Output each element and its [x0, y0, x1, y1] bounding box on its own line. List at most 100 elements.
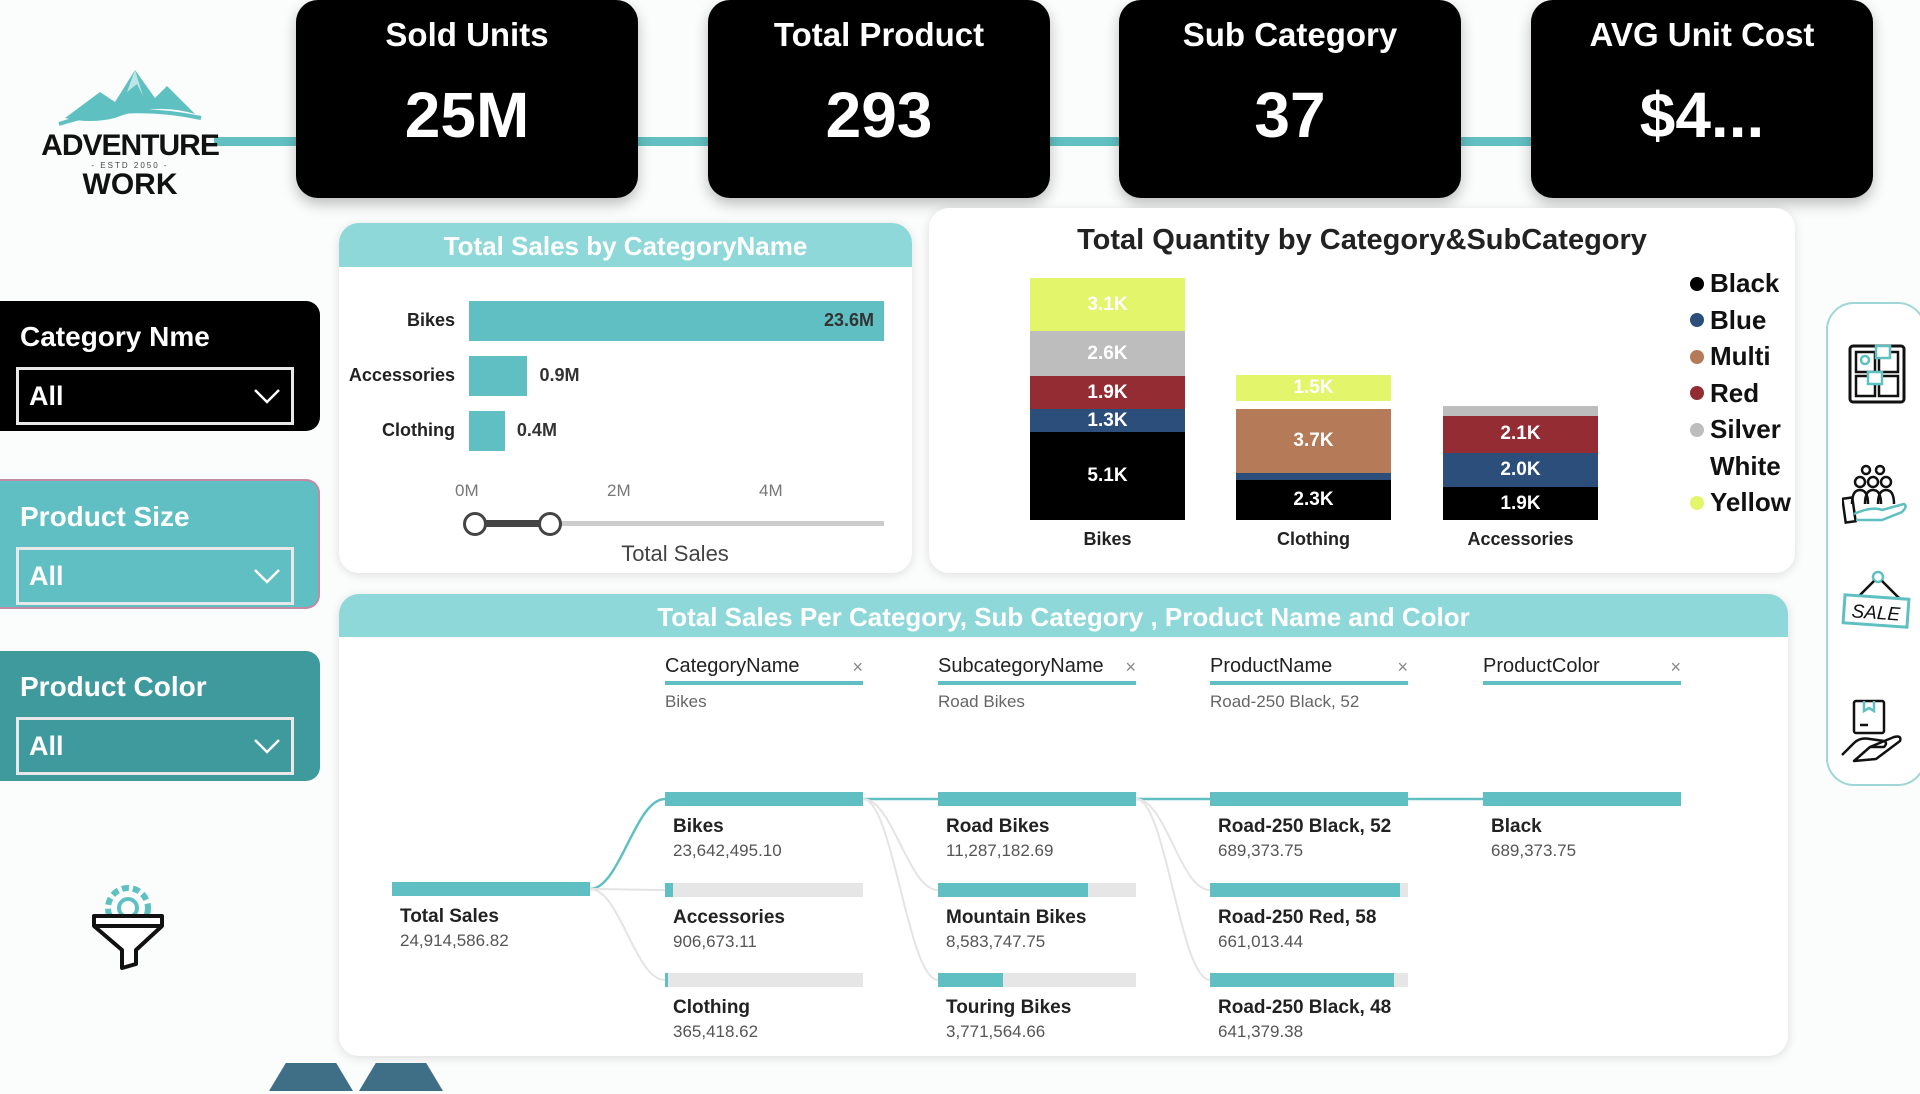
- tree-node[interactable]: Touring Bikes 3,771,564.66: [938, 973, 1136, 1042]
- kpi-value: 25M: [404, 79, 530, 151]
- dropdown-value: All: [29, 380, 64, 411]
- legend-dot: [1690, 386, 1704, 400]
- legend-item[interactable]: Blue: [1690, 305, 1766, 336]
- data-label: 0.9M: [539, 365, 580, 385]
- tree-node[interactable]: Bikes 23,642,495.10: [665, 792, 863, 861]
- slicer-dropdown[interactable]: All: [16, 367, 294, 425]
- tree-node[interactable]: Road-250 Black, 52 689,373.75: [1210, 792, 1408, 861]
- node-bar: [665, 883, 863, 897]
- segment-accessories-silver[interactable]: [1443, 405, 1598, 417]
- legend-dot: [1690, 459, 1704, 473]
- dropdown-value: All: [29, 730, 64, 761]
- dropdown-value: All: [29, 560, 64, 591]
- node-fill: [1210, 883, 1401, 897]
- tree-node[interactable]: Accessories 906,673.11: [665, 883, 863, 952]
- tree-node-root[interactable]: Total Sales 24,914,586.82: [392, 882, 590, 951]
- segment-bikes-blue[interactable]: 1.3K: [1030, 409, 1185, 432]
- kpi-card: Sub Category 37: [1119, 0, 1461, 198]
- bar-accessories[interactable]: [469, 356, 528, 396]
- chart-title: Total Sales by CategoryName: [339, 223, 912, 267]
- segment-bikes-yellow[interactable]: 3.1K: [1030, 277, 1185, 332]
- node-bar: [392, 882, 590, 896]
- legend-item[interactable]: Multi: [1690, 341, 1771, 372]
- segment-clothing-black[interactable]: 2.3K: [1236, 480, 1391, 520]
- node-value: 689,373.75: [1218, 841, 1304, 860]
- legend-item[interactable]: Silver: [1690, 414, 1781, 445]
- category-label: Accessories: [348, 365, 455, 385]
- node-bar: [665, 792, 863, 806]
- range-slider-handle[interactable]: [538, 512, 562, 536]
- slicer-dropdown[interactable]: All: [16, 547, 294, 605]
- segment-accessories-red[interactable]: 2.1K: [1443, 416, 1598, 453]
- segment-clothing-white[interactable]: [1236, 400, 1391, 410]
- segment-accessories-black[interactable]: 1.9K: [1443, 487, 1598, 520]
- node-value: 23,642,495.10: [673, 841, 782, 860]
- x-axis-title: Total Sales: [621, 541, 729, 566]
- legend-dot: [1690, 276, 1704, 291]
- legend-label: Red: [1710, 377, 1760, 408]
- range-slider-handle[interactable]: [463, 512, 487, 536]
- column-header-subcategoryname[interactable]: SubcategoryName ×: [938, 655, 1136, 685]
- tree-node[interactable]: Road Bikes 11,287,182.69: [938, 792, 1136, 861]
- close-icon[interactable]: ×: [1125, 657, 1136, 677]
- page-tab-2[interactable]: [359, 1063, 443, 1091]
- segment-accessories-blue[interactable]: 2.0K: [1443, 452, 1598, 488]
- node-bar: [938, 883, 1136, 897]
- slicer-dropdown[interactable]: All: [16, 717, 294, 775]
- x-category-label: Clothing: [1277, 529, 1350, 549]
- legend-dot: [1690, 349, 1704, 364]
- node-value: 8,583,747.75: [946, 932, 1046, 951]
- legend-label: White: [1710, 450, 1781, 481]
- close-icon[interactable]: ×: [1670, 657, 1681, 677]
- tree-title: Total Sales Per Category, Sub Category ,…: [339, 594, 1788, 637]
- tree-node[interactable]: Road-250 Black, 48 641,379.38: [1210, 973, 1408, 1042]
- product-delivery-icon[interactable]: [1840, 699, 1910, 765]
- node-name: Mountain Bikes: [946, 907, 1087, 928]
- customer-segments-icon[interactable]: [1848, 344, 1906, 404]
- column-header-productname[interactable]: ProductName ×: [1210, 655, 1408, 685]
- slicer: Product Size All: [0, 479, 320, 609]
- node-name: Total Sales: [400, 906, 499, 927]
- tree-node[interactable]: Mountain Bikes 8,583,747.75: [938, 883, 1136, 952]
- segment-clothing-blue[interactable]: [1236, 473, 1391, 481]
- column-header-categoryname[interactable]: CategoryName ×: [665, 655, 863, 685]
- close-icon[interactable]: ×: [1397, 657, 1408, 677]
- slicer: Category Nme All: [0, 301, 320, 431]
- filter-settings-icon[interactable]: [86, 870, 170, 970]
- header-label: CategoryName: [665, 655, 800, 677]
- close-icon[interactable]: ×: [852, 657, 863, 677]
- range-slider-selected: [475, 520, 550, 527]
- tree-node[interactable]: Clothing 365,418.62: [665, 973, 863, 1042]
- slicer-label: Category Nme: [20, 321, 210, 352]
- segment-bikes-silver[interactable]: 2.6K: [1030, 331, 1185, 377]
- column-header-productcolor[interactable]: ProductColor ×: [1483, 655, 1681, 685]
- bar-clothing[interactable]: [469, 411, 505, 451]
- sale-sign-icon[interactable]: SALE: [1838, 569, 1914, 635]
- legend-item[interactable]: Red: [1690, 378, 1759, 409]
- customers-hand-icon[interactable]: [1842, 464, 1910, 526]
- tree-node[interactable]: Road-250 Red, 58 661,013.44: [1210, 883, 1408, 952]
- category-label: Clothing: [382, 420, 455, 440]
- x-category-label: Accessories: [1467, 529, 1574, 549]
- node-value: 661,013.44: [1218, 932, 1304, 951]
- segment-clothing-yellow[interactable]: 1.5K: [1236, 374, 1391, 401]
- node-fill: [1483, 792, 1681, 806]
- legend-item[interactable]: Black: [1690, 268, 1779, 299]
- bar-bikes[interactable]: [469, 301, 884, 341]
- legend-item[interactable]: Yellow: [1690, 487, 1791, 518]
- range-slider-track[interactable]: [475, 521, 884, 526]
- tree-node[interactable]: Black 689,373.75: [1483, 792, 1681, 861]
- svg-text:SALE: SALE: [1851, 601, 1901, 625]
- segment-bikes-black[interactable]: 5.1K: [1030, 431, 1185, 520]
- node-fill: [392, 882, 590, 896]
- legend-item[interactable]: White: [1690, 451, 1781, 482]
- node-name: Clothing: [673, 997, 751, 1018]
- node-bar: [1210, 792, 1408, 806]
- segment-bikes-red[interactable]: 1.9K: [1030, 376, 1185, 410]
- page-tab-1[interactable]: [269, 1063, 353, 1091]
- node-fill: [665, 973, 668, 987]
- segment-clothing-multi[interactable]: 3.7K: [1236, 409, 1391, 474]
- node-fill: [665, 883, 673, 897]
- kpi-card: AVG Unit Cost $4...: [1531, 0, 1873, 198]
- legend-label: Black: [1710, 268, 1780, 298]
